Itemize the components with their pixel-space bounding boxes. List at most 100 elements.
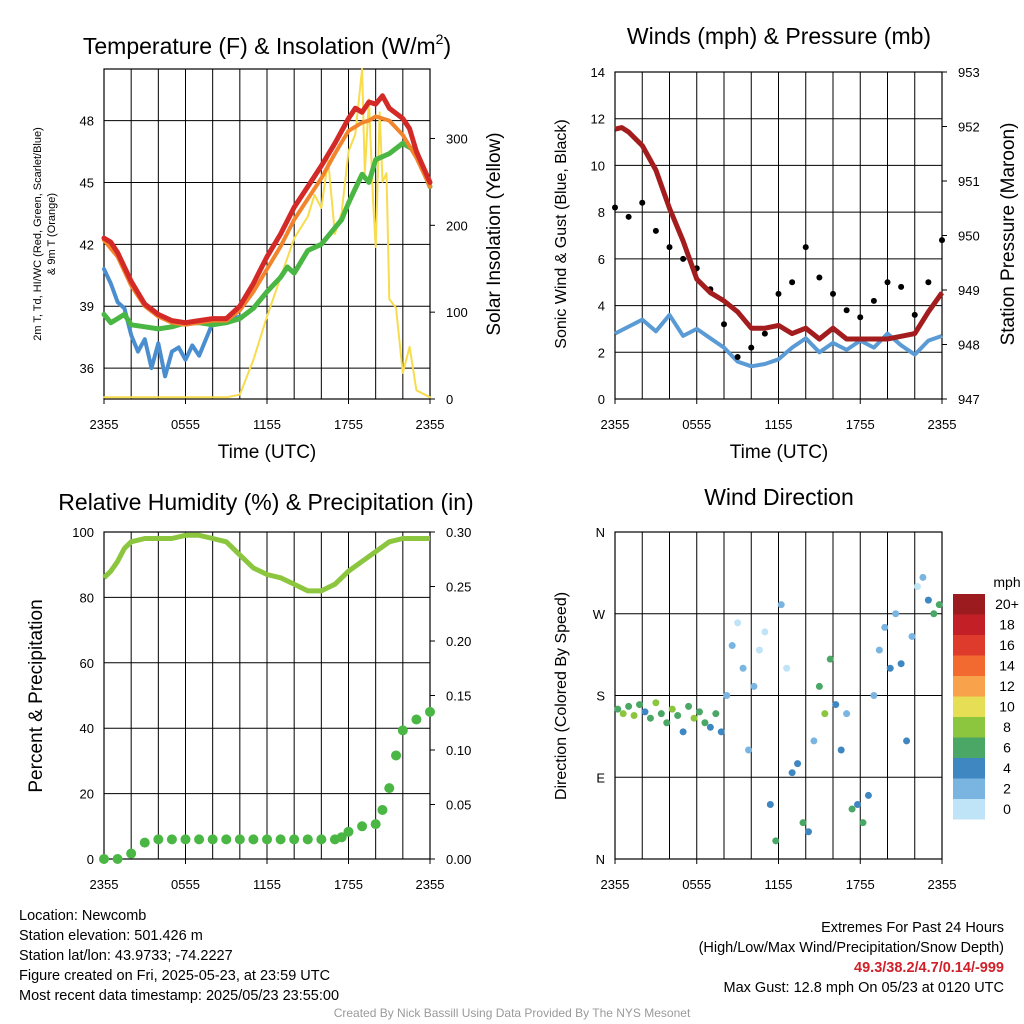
direction-point (674, 711, 682, 719)
direction-point (848, 805, 856, 813)
humidity-title: Relative Humidity (%) & Precipitation (i… (58, 489, 473, 515)
direction-point (695, 708, 703, 716)
precip-point (425, 706, 435, 717)
direction-point (821, 710, 829, 718)
colorbar-swatch (953, 696, 985, 717)
y-tick-label: 2 (598, 345, 605, 360)
y-tick-label-right: 0 (446, 392, 453, 407)
gust-point (748, 344, 755, 351)
gust-point (884, 279, 891, 286)
recent-timestamp: Most recent data timestamp: 2025/05/23 2… (19, 988, 340, 1004)
y-tick-label-right: 0.25 (446, 580, 471, 595)
precip-point (289, 834, 300, 845)
x-tick-label: 2355 (601, 417, 630, 432)
direction-point (641, 708, 649, 716)
direction-point (728, 642, 736, 650)
winds-panel: 0 2 4 6 8 10 12 14 947 948 949 950 951 952 953 2355 0555… (591, 65, 980, 432)
direction-title: Wind Direction (704, 484, 854, 510)
direction-panel: N E S W N 2355 0555 1155 1755 2355 (593, 525, 957, 892)
direction-point (755, 646, 763, 654)
temperature-ylabel-left-1: 2m T, Td, HI/WC (Red, Green, Scarlet/Blu… (32, 127, 44, 341)
y-tick-label: N (596, 852, 605, 867)
gust-point (802, 244, 809, 251)
y-tick-label-right: 951 (958, 174, 980, 189)
y-tick-label-right: 947 (958, 392, 980, 407)
x-tick-label: 1755 (846, 877, 875, 892)
colorbar-swatch (953, 635, 985, 656)
station-info: Location: Newcomb Station elevation: 501… (19, 906, 339, 1006)
temperature-panel: 36 39 42 45 48 0 100 200 300 2355 0555 1155 1755 2355 (80, 68, 468, 432)
direction-point (701, 719, 709, 727)
extremes-subtitle: (High/Low/Max Wind/Precipitation/Snow De… (698, 940, 1004, 956)
y-tick-label: 100 (72, 525, 94, 540)
y-tick-label: 10 (591, 158, 605, 173)
direction-point (668, 705, 676, 713)
direction-point (859, 819, 867, 827)
series-line-2m-t (101, 93, 433, 326)
y-tick-label: 0 (598, 392, 605, 407)
precip-point (343, 826, 354, 837)
direction-point (930, 610, 938, 618)
y-tick-label: 39 (80, 299, 94, 314)
direction-point (843, 710, 851, 718)
precip-point (336, 832, 347, 843)
y-tick-label: W (593, 607, 606, 622)
direction-point (772, 837, 780, 845)
x-tick-label: 0555 (171, 417, 200, 432)
direction-point (777, 601, 785, 609)
precip-point (194, 834, 205, 845)
colorbar-swatch (953, 737, 985, 758)
x-tick-label: 0555 (682, 877, 711, 892)
direction-point (625, 702, 633, 710)
direction-point (924, 596, 932, 604)
gust-point (652, 227, 659, 234)
precip-point (377, 804, 388, 815)
direction-point (652, 699, 660, 707)
gust-point (625, 213, 632, 220)
direction-point (913, 583, 921, 590)
extremes-values: 49.3/38.2/4.7/0.14/-999 (854, 960, 1004, 976)
direction-point (935, 601, 943, 609)
y-tick-label-right: 0.20 (446, 634, 471, 649)
direction-point (903, 737, 911, 745)
direction-point (783, 664, 791, 672)
colorbar-title: mph (993, 574, 1020, 590)
y-tick-label-right: 953 (958, 65, 980, 80)
gust-point (898, 283, 905, 290)
precip-point (316, 834, 327, 845)
series-line-rh (102, 532, 430, 594)
precip-point (248, 834, 259, 845)
y-tick-label: E (596, 770, 605, 785)
x-tick-label: 2355 (928, 417, 957, 432)
winds-ylabel-right: Station Pressure (Maroon) (998, 123, 1019, 346)
direction-point (646, 714, 654, 722)
x-tick-label: 1155 (253, 417, 281, 432)
gust-point (925, 279, 932, 286)
x-tick-label: 1755 (334, 877, 363, 892)
direction-point (804, 828, 812, 836)
extremes-title: Extremes For Past 24 Hours (821, 920, 1004, 936)
colorbar-label: 2 (1003, 781, 1011, 797)
direction-point (826, 655, 834, 663)
direction-point (614, 705, 622, 713)
precip-point (139, 837, 150, 848)
y-tick-label: 80 (80, 590, 94, 605)
direction-point (892, 610, 900, 618)
direction-point (619, 710, 627, 718)
gust-point (870, 297, 877, 304)
precip-point (302, 834, 313, 845)
y-tick-label: 40 (80, 721, 94, 736)
direction-point (881, 623, 889, 631)
colorbar-swatch (953, 655, 985, 676)
gust-point (857, 314, 864, 321)
temperature-xlabel: Time (UTC) (218, 442, 317, 463)
winds-xlabel: Time (UTC) (730, 442, 829, 463)
colorbar-label: 10 (999, 699, 1015, 715)
gust-point (680, 255, 687, 262)
colorbar-swatch (953, 758, 985, 779)
y-tick-label-right: 0.00 (446, 852, 471, 867)
precip-point (207, 834, 218, 845)
x-tick-label: 1155 (765, 417, 793, 432)
precip-point (221, 834, 232, 845)
direction-point (685, 702, 693, 710)
